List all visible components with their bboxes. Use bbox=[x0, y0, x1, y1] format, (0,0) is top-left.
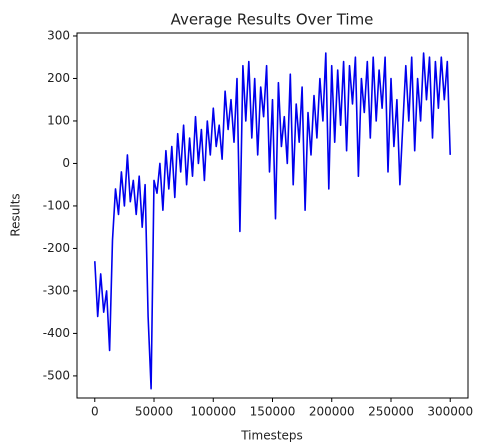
x-tick-label: 50000 bbox=[135, 405, 173, 419]
plot-frame bbox=[76, 32, 469, 399]
y-tick-label: 200 bbox=[47, 71, 70, 85]
x-tick-label: 100000 bbox=[190, 405, 236, 419]
x-axis-label: Timesteps bbox=[240, 429, 303, 443]
line-series bbox=[94, 52, 451, 390]
x-tick-label: 150000 bbox=[250, 405, 296, 419]
y-axis-label: Results bbox=[9, 193, 23, 236]
x-tick-label: 250000 bbox=[368, 405, 414, 419]
y-tick-label: -200 bbox=[43, 241, 70, 255]
y-tick-label: -400 bbox=[43, 326, 70, 340]
y-tick-label: -500 bbox=[43, 368, 70, 382]
x-tick-label: 0 bbox=[91, 405, 99, 419]
chart-title: Average Results Over Time bbox=[171, 11, 374, 29]
y-tick-label: -100 bbox=[43, 198, 70, 212]
y-tick-label: 300 bbox=[47, 28, 70, 42]
y-tick-label: 100 bbox=[47, 113, 70, 127]
x-tick-label: 300000 bbox=[427, 405, 473, 419]
x-tick-label: 200000 bbox=[309, 405, 355, 419]
y-tick-label: 0 bbox=[62, 156, 70, 170]
y-tick-label: -300 bbox=[43, 283, 70, 297]
